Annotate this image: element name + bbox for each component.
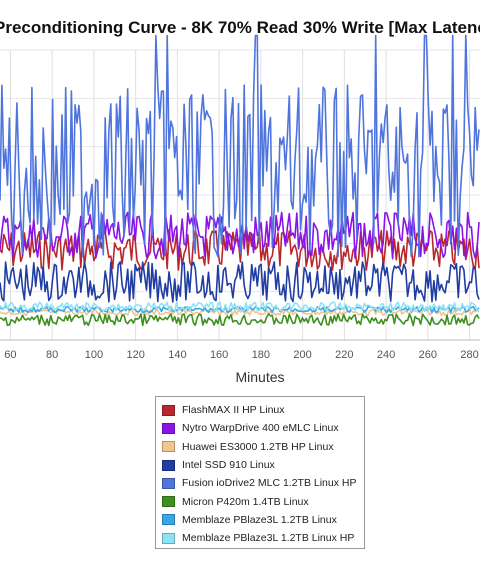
legend-swatch — [162, 441, 175, 453]
legend-item: FlashMAX II HP Linux — [162, 401, 364, 419]
x-tick-label: 220 — [335, 349, 353, 361]
legend: FlashMAX II HP Linux Nytro WarpDrive 400 … — [155, 396, 365, 549]
series-line — [0, 313, 480, 327]
legend-swatch — [162, 477, 175, 489]
x-tick-label: 260 — [419, 349, 437, 361]
legend-label: Intel SSD 910 Linux — [182, 459, 275, 472]
legend-swatch — [162, 532, 175, 544]
x-tick-label: 100 — [85, 349, 103, 361]
legend-swatch — [162, 496, 175, 508]
legend-label: Memblaze PBlaze3L 1.2TB Linux HP — [182, 532, 355, 545]
legend-item: Memblaze PBlaze3L 1.2TB Linux HP — [162, 529, 364, 547]
x-tick-label: 280 — [460, 349, 478, 361]
plot-area: 60 80 100 120 140 160 180 200 220 240 260 280 — [0, 34, 480, 361]
series-line — [0, 261, 480, 303]
x-tick-label: 180 — [252, 349, 270, 361]
x-tick-label: 200 — [293, 349, 311, 361]
x-tick-label: 60 — [4, 349, 16, 361]
x-tick-label: 80 — [46, 349, 58, 361]
series-line — [0, 301, 480, 312]
x-axis-title: Minutes — [235, 369, 285, 385]
legend-swatch — [162, 514, 175, 526]
x-tick-label: 240 — [377, 349, 395, 361]
series-line — [0, 229, 480, 271]
legend-swatch — [162, 404, 175, 416]
legend-swatch — [162, 422, 175, 434]
series-line — [0, 308, 480, 317]
legend-label: Fusion ioDrive2 MLC 1.2TB Linux HP — [182, 477, 357, 490]
legend-item: Nytro WarpDrive 400 eMLC Linux — [162, 419, 364, 437]
legend-item: Memblaze PBlaze3L 1.2TB Linux — [162, 511, 364, 529]
chart-title: Preconditioning Curve - 8K 70% Read 30% … — [0, 18, 480, 37]
series-line — [0, 34, 480, 258]
x-tick-label: 120 — [126, 349, 144, 361]
legend-item: Intel SSD 910 Linux — [162, 456, 364, 474]
x-tick-label: 160 — [210, 349, 228, 361]
legend-item: Huawei ES3000 1.2TB HP Linux — [162, 438, 364, 456]
x-tick-label: 140 — [168, 349, 186, 361]
legend-label: FlashMAX II HP Linux — [182, 404, 285, 417]
legend-label: Nytro WarpDrive 400 eMLC Linux — [182, 422, 339, 435]
legend-item: Fusion ioDrive2 MLC 1.2TB Linux HP — [162, 474, 364, 492]
legend-label: Memblaze PBlaze3L 1.2TB Linux — [182, 513, 337, 526]
legend-label: Micron P420m 1.4TB Linux — [182, 495, 309, 508]
legend-item: Micron P420m 1.4TB Linux — [162, 492, 364, 510]
legend-label: Huawei ES3000 1.2TB HP Linux — [182, 440, 334, 453]
legend-swatch — [162, 459, 175, 471]
